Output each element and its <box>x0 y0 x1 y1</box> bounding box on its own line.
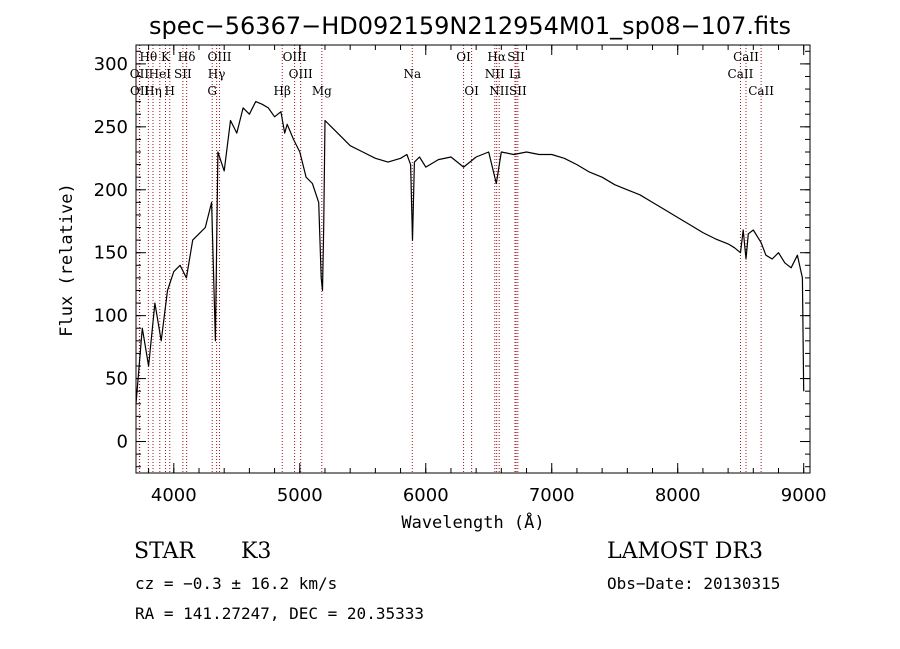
spectral-line-label: H <box>165 84 175 98</box>
spectral-line-label: HeI <box>149 67 172 81</box>
spectrum-line <box>135 100 805 404</box>
x-axis: 4000 5000 6000 7000 8000 9000 <box>148 45 827 506</box>
spectral-line-label: Mg <box>312 84 332 98</box>
redshift-cz: cz = −0.3 ± 16.2 km/s <box>135 574 338 593</box>
spectral-line-label: OI <box>456 50 471 64</box>
spectral-line-label: OIII <box>283 50 307 64</box>
object-class: STAR <box>134 539 195 564</box>
spectral-line-markers <box>138 45 762 473</box>
spectral-line-label: NII <box>485 67 505 81</box>
spectral-line-label: G <box>207 84 217 98</box>
spectral-line-label: CaII <box>748 84 774 98</box>
chart-title: spec−56367−HD092159N212954M01_sp08−107.f… <box>149 12 791 40</box>
survey-name: LAMOST DR3 <box>607 539 763 564</box>
x-tick-label: 7000 <box>529 485 575 506</box>
spectral-line-label: OII <box>130 84 150 98</box>
spectral-line-label: K <box>161 50 171 64</box>
spectral-line-label: CaII <box>733 50 759 64</box>
spectral-line-label: Hη <box>144 84 162 98</box>
observation-date: Obs−Date: 20130315 <box>607 574 781 593</box>
plot-frame <box>135 44 811 474</box>
spectral-line-label: OI <box>464 84 479 98</box>
spectral-line-label: Li <box>509 67 521 81</box>
spectral-line-label: Hα <box>487 50 506 64</box>
y-tick-label: 150 <box>94 243 128 264</box>
spectral-line-label: OIII <box>289 67 313 81</box>
spectral-line-label: NII <box>489 84 509 98</box>
x-tick-label: 8000 <box>655 485 701 506</box>
y-tick-label: 0 <box>117 432 128 453</box>
y-tick-label: 300 <box>94 54 128 75</box>
spectral-line-label: SII <box>509 84 527 98</box>
spectral-line-label: Hδ <box>178 50 196 64</box>
spectral-line-label: CaII <box>728 67 754 81</box>
y-tick-label: 50 <box>105 369 128 390</box>
spectral-line-label: Hγ <box>208 67 226 81</box>
spectral-line-label: SII <box>174 67 192 81</box>
y-axis: 0 50 100 150 200 250 300 <box>94 50 810 468</box>
spectral-line-label: Hθ <box>139 50 157 64</box>
x-axis-label: Wavelength (Å) <box>401 511 544 533</box>
y-tick-label: 200 <box>94 180 128 201</box>
coordinates: RA = 141.27247, DEC = 20.35333 <box>135 604 424 623</box>
x-tick-label: 9000 <box>781 485 827 506</box>
x-tick-label: 4000 <box>151 485 197 506</box>
spectral-line-label: OII <box>130 67 150 81</box>
y-tick-label: 250 <box>94 117 128 138</box>
x-tick-label: 6000 <box>403 485 449 506</box>
spectral-line-label: Hβ <box>274 84 291 98</box>
spectral-line-label: OIII <box>207 50 231 64</box>
spectral-line-label: SII <box>507 50 525 64</box>
x-tick-label: 5000 <box>277 485 323 506</box>
y-tick-label: 100 <box>94 306 128 327</box>
y-axis-label: Flux (relative) <box>57 183 77 337</box>
object-subclass: K3 <box>241 539 272 564</box>
spectral-line-label: Na <box>403 67 421 81</box>
